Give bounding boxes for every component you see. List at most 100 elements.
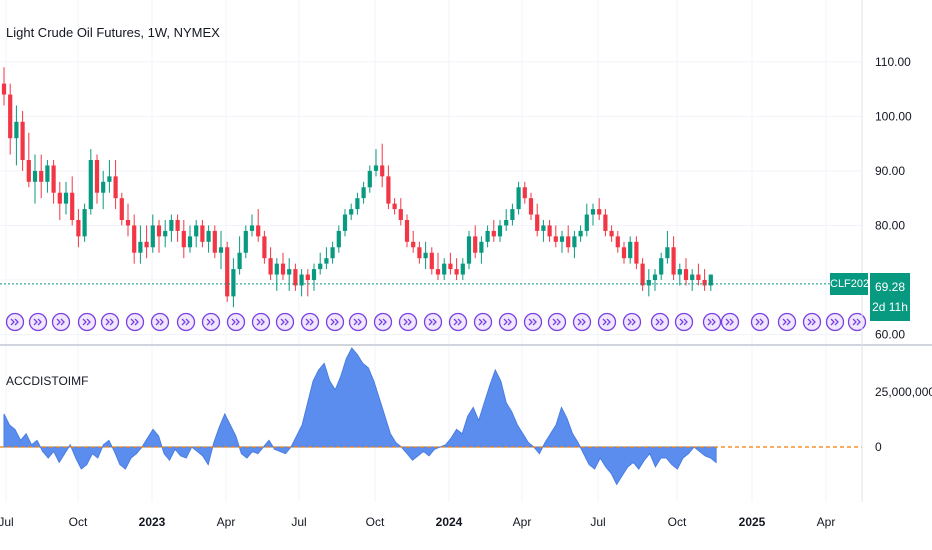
event-icon [226, 312, 246, 332]
candle-body [1, 83, 7, 95]
event-icon-glyph [231, 318, 240, 326]
event-icon-glyph [552, 318, 561, 326]
event-icon [498, 312, 518, 332]
time-tick-label: Jul [291, 515, 306, 529]
candle-body [361, 187, 366, 199]
price-tick-label: 80.00 [875, 218, 905, 232]
candle-body [311, 269, 317, 280]
candle-body [144, 241, 149, 248]
candle-body [522, 187, 527, 199]
event-icon-glyph [655, 318, 664, 326]
candle-body [57, 192, 62, 204]
candle-body [299, 274, 304, 286]
candle-body [231, 269, 236, 297]
candle-body [615, 236, 620, 248]
event-icon [674, 312, 694, 332]
event-icon [398, 312, 418, 332]
event-icon-glyph [528, 318, 537, 326]
event-icon-circle [125, 312, 145, 332]
price-tick-label: 100.00 [875, 109, 912, 123]
candle-body [566, 236, 571, 248]
event-icon [750, 312, 770, 332]
candle-body [330, 247, 335, 259]
time-tick-label: Apr [817, 515, 836, 529]
candle-body [181, 230, 186, 248]
candle-body [318, 263, 323, 270]
event-icon-circle [5, 312, 25, 332]
event-icon-circle [622, 312, 642, 332]
event-icon-glyph [852, 318, 861, 326]
candle-body [113, 176, 118, 199]
candle-body [262, 236, 267, 259]
candle-body [380, 165, 385, 177]
event-icon-glyph [256, 318, 265, 326]
event-icon-circle [226, 312, 246, 332]
event-icon-circle [150, 312, 170, 332]
candle-body [417, 247, 422, 259]
event-icon-circle [750, 312, 770, 332]
event-icon-glyph [82, 318, 91, 326]
event-icon-circle [597, 312, 617, 332]
candle-body [411, 241, 416, 248]
candle-body [305, 274, 310, 280]
candle-body [466, 236, 472, 264]
event-icon [251, 312, 271, 332]
candle-body [547, 225, 552, 237]
candle-body [26, 160, 31, 182]
event-icon-glyph [782, 318, 791, 326]
event-icon-glyph [10, 318, 19, 326]
candle-body [268, 258, 273, 275]
event-icon [100, 312, 120, 332]
candle-body [553, 236, 558, 242]
candle-body [175, 220, 180, 231]
event-icon-circle [348, 312, 368, 332]
event-icon-circle [674, 312, 694, 332]
event-icon-glyph [478, 318, 487, 326]
event-icon-glyph [627, 318, 636, 326]
event-icon-glyph [56, 318, 65, 326]
event-icon [325, 312, 345, 332]
candle-body [243, 230, 248, 253]
event-icon-circle [702, 312, 722, 332]
event-icon-glyph [33, 318, 42, 326]
event-icon-glyph [503, 318, 512, 326]
candle-body [249, 225, 255, 231]
event-icon [622, 312, 642, 332]
event-icon-circle [176, 312, 196, 332]
candle-body [609, 230, 614, 237]
candle-body [646, 280, 651, 286]
indicator-tick-label: 25,000,000 [875, 385, 932, 399]
candle-body [355, 198, 360, 210]
candle-body [367, 170, 372, 188]
candle-body [373, 165, 379, 171]
candle-body [429, 252, 434, 270]
candle-body [94, 160, 100, 193]
candles-series [1, 67, 713, 308]
event-icon [5, 312, 25, 332]
event-icon-circle [28, 312, 48, 332]
event-icon-circle [572, 312, 592, 332]
event-icon-glyph [428, 318, 437, 326]
event-icon-glyph [577, 318, 586, 326]
candle-body [293, 269, 298, 286]
event-icon [650, 312, 670, 332]
candle-body [578, 230, 583, 237]
candle-body [634, 241, 639, 264]
candle-body [32, 170, 38, 182]
time-tick-label: Apr [513, 515, 532, 529]
candle-body [491, 230, 496, 237]
candle-body [274, 263, 279, 275]
candle-body [63, 192, 69, 204]
candle-body [107, 176, 112, 182]
candle-body [8, 94, 13, 139]
candle-body [324, 258, 329, 264]
event-icon-circle [423, 312, 443, 332]
candle-body [423, 252, 428, 259]
candle-body [597, 209, 602, 215]
candle-body [138, 241, 143, 253]
event-icon-circle [802, 312, 822, 332]
event-icon [448, 312, 468, 332]
candle-body [690, 274, 695, 280]
event-icon-glyph [330, 318, 339, 326]
event-icon-glyph [725, 318, 734, 326]
